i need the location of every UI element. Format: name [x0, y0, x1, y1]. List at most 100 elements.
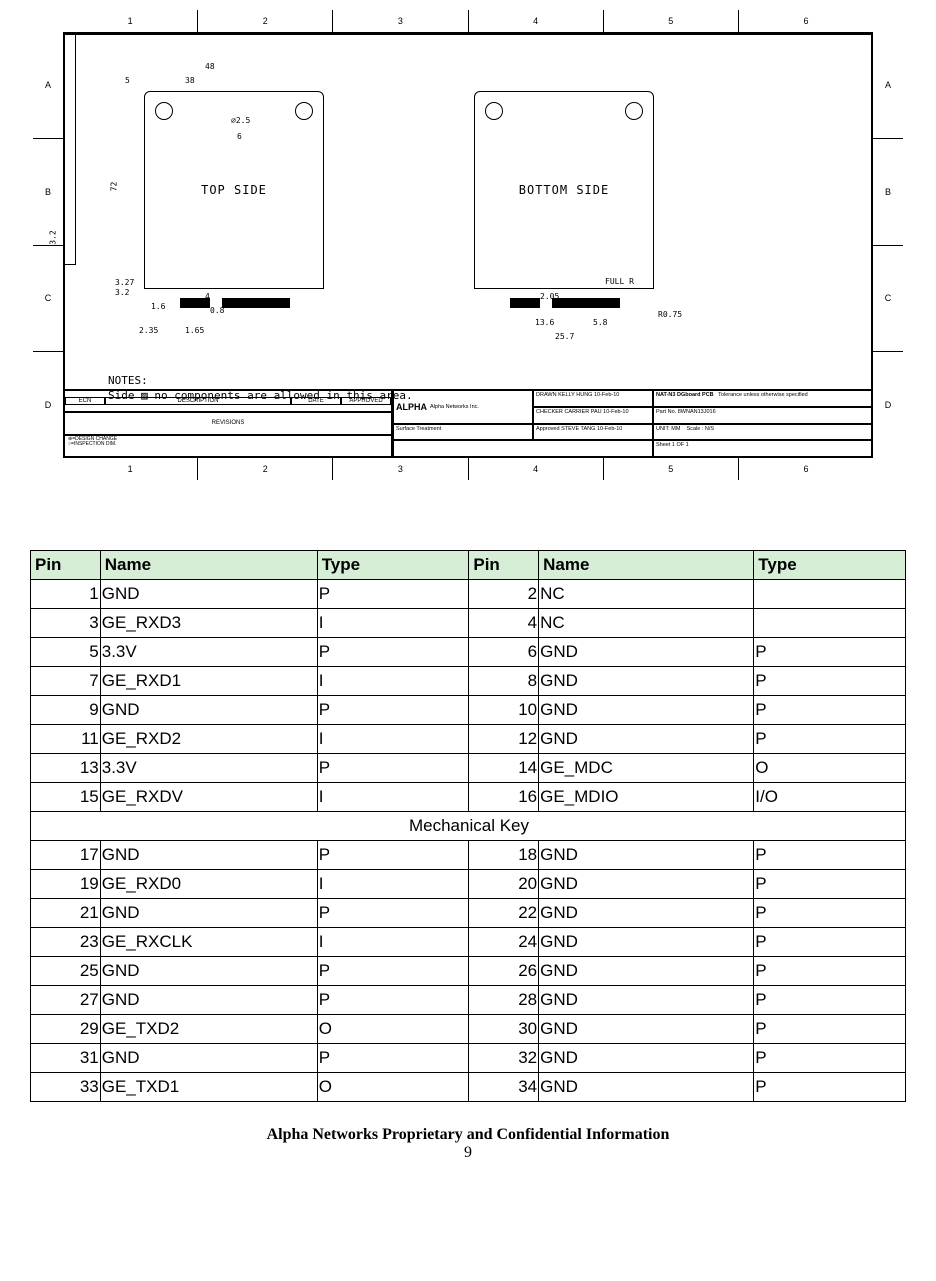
name: GE_RXCLK — [100, 928, 317, 957]
table-header-row: Pin Name Type Pin Name Type — [31, 551, 906, 580]
name: GND — [539, 667, 754, 696]
pin-number: 2 — [469, 580, 539, 609]
type: P — [317, 754, 469, 783]
pin-number: 30 — [469, 1015, 539, 1044]
bottom-side-label: BOTTOM SIDE — [519, 183, 609, 197]
table-row: 1GNDP2NC — [31, 580, 906, 609]
name: NC — [539, 580, 754, 609]
notes-heading: NOTES: — [108, 373, 413, 388]
dim-38: 38 — [185, 76, 195, 85]
pin-number: 16 — [469, 783, 539, 812]
type: P — [317, 957, 469, 986]
pin-number: 21 — [31, 899, 101, 928]
col-type: Type — [754, 551, 906, 580]
alpha-logo: ALPHA — [396, 402, 427, 412]
table-row: 19GE_RXD0I20GNDP — [31, 870, 906, 899]
table-row: 21GNDP22GNDP — [31, 899, 906, 928]
dim-4: 4 — [205, 292, 210, 301]
mounting-hole-icon — [155, 102, 173, 120]
type: O — [754, 754, 906, 783]
type — [754, 580, 906, 609]
type: P — [317, 580, 469, 609]
name: GND — [100, 986, 317, 1015]
dim-58: 5.8 — [593, 318, 607, 327]
pcb-bottom-view: BOTTOM SIDE 2.05 FULL R R0.75 13.6 5.8 2… — [474, 91, 654, 289]
pin-number: 7 — [31, 667, 101, 696]
name: GND — [539, 638, 754, 667]
pin-number: 33 — [31, 1073, 101, 1102]
name: GND — [539, 725, 754, 754]
name: GND — [539, 1073, 754, 1102]
type: I — [317, 928, 469, 957]
ruler-right: AB CD — [873, 32, 903, 458]
name: GND — [539, 957, 754, 986]
table-row: 7GE_RXD1I8GNDP — [31, 667, 906, 696]
col-name: Name — [100, 551, 317, 580]
col-pin: Pin — [469, 551, 539, 580]
type: P — [754, 1044, 906, 1073]
pin-number: 18 — [469, 841, 539, 870]
dim-136: 13.6 — [535, 318, 554, 327]
pin-number: 20 — [469, 870, 539, 899]
pin-number: 3 — [31, 609, 101, 638]
pin-number: 28 — [469, 986, 539, 1015]
top-side-label: TOP SIDE — [201, 183, 267, 197]
type: P — [754, 725, 906, 754]
name: 3.3V — [100, 638, 317, 667]
dim-fullr: FULL R — [605, 277, 634, 286]
pin-number: 9 — [31, 696, 101, 725]
pin-number: 10 — [469, 696, 539, 725]
dim-327: 3.27 — [115, 278, 134, 287]
dim-165: 1.65 — [185, 326, 204, 335]
pin-number: 11 — [31, 725, 101, 754]
pin-number: 15 — [31, 783, 101, 812]
col-type: Type — [317, 551, 469, 580]
type: O — [317, 1015, 469, 1044]
ruler-top: 12 34 56 — [63, 10, 873, 32]
pin-number: 1 — [31, 580, 101, 609]
type: P — [754, 1073, 906, 1102]
table-row: 15GE_RXDVI16GE_MDIOI/O — [31, 783, 906, 812]
pin-number: 8 — [469, 667, 539, 696]
mounting-hole-icon — [485, 102, 503, 120]
table-row: 9GNDP10GNDP — [31, 696, 906, 725]
table-row: 53.3VP6GNDP — [31, 638, 906, 667]
table-row: 27GNDP28GNDP — [31, 986, 906, 1015]
name: GND — [100, 841, 317, 870]
name: GND — [100, 1044, 317, 1073]
dim-16: 1.6 — [151, 302, 165, 311]
name: GND — [539, 986, 754, 1015]
connector-slot — [510, 288, 620, 316]
pin-number: 17 — [31, 841, 101, 870]
dim-08: 0.8 — [210, 306, 224, 315]
name: GND — [539, 928, 754, 957]
dim-48: 48 — [205, 62, 215, 71]
name: GE_TXD2 — [100, 1015, 317, 1044]
pin-number: 32 — [469, 1044, 539, 1073]
type: P — [754, 667, 906, 696]
pin-number: 4 — [469, 609, 539, 638]
pin-number: 29 — [31, 1015, 101, 1044]
revision-block: ECN DESCRIPTION DATE APPROVED REVISIONS … — [64, 389, 392, 457]
table-row: 11GE_RXD2I12GNDP — [31, 725, 906, 754]
name: GND — [539, 841, 754, 870]
type: P — [754, 899, 906, 928]
type: P — [754, 870, 906, 899]
dim-2-5: ⌀2.5 — [231, 116, 250, 125]
type: P — [317, 986, 469, 1015]
type: P — [317, 1044, 469, 1073]
mechanical-drawing: 12 34 56 12 34 56 AB CD AB CD TOP SIDE 4… — [33, 10, 903, 480]
table-row: 133.3VP14GE_MDCO — [31, 754, 906, 783]
name: GE_RXDV — [100, 783, 317, 812]
name: 3.3V — [100, 754, 317, 783]
ruler-bottom: 12 34 56 — [63, 458, 873, 480]
pin-number: 22 — [469, 899, 539, 928]
pin-table: Pin Name Type Pin Name Type 1GNDP2NC3GE_… — [30, 550, 906, 1102]
type: P — [317, 899, 469, 928]
col-pin: Pin — [31, 551, 101, 580]
mechanical-key-row: Mechanical Key — [31, 812, 906, 841]
page-number: 9 — [30, 1144, 906, 1162]
name: GND — [539, 696, 754, 725]
type: P — [754, 841, 906, 870]
confidential-notice: Alpha Networks Proprietary and Confident… — [30, 1126, 906, 1144]
